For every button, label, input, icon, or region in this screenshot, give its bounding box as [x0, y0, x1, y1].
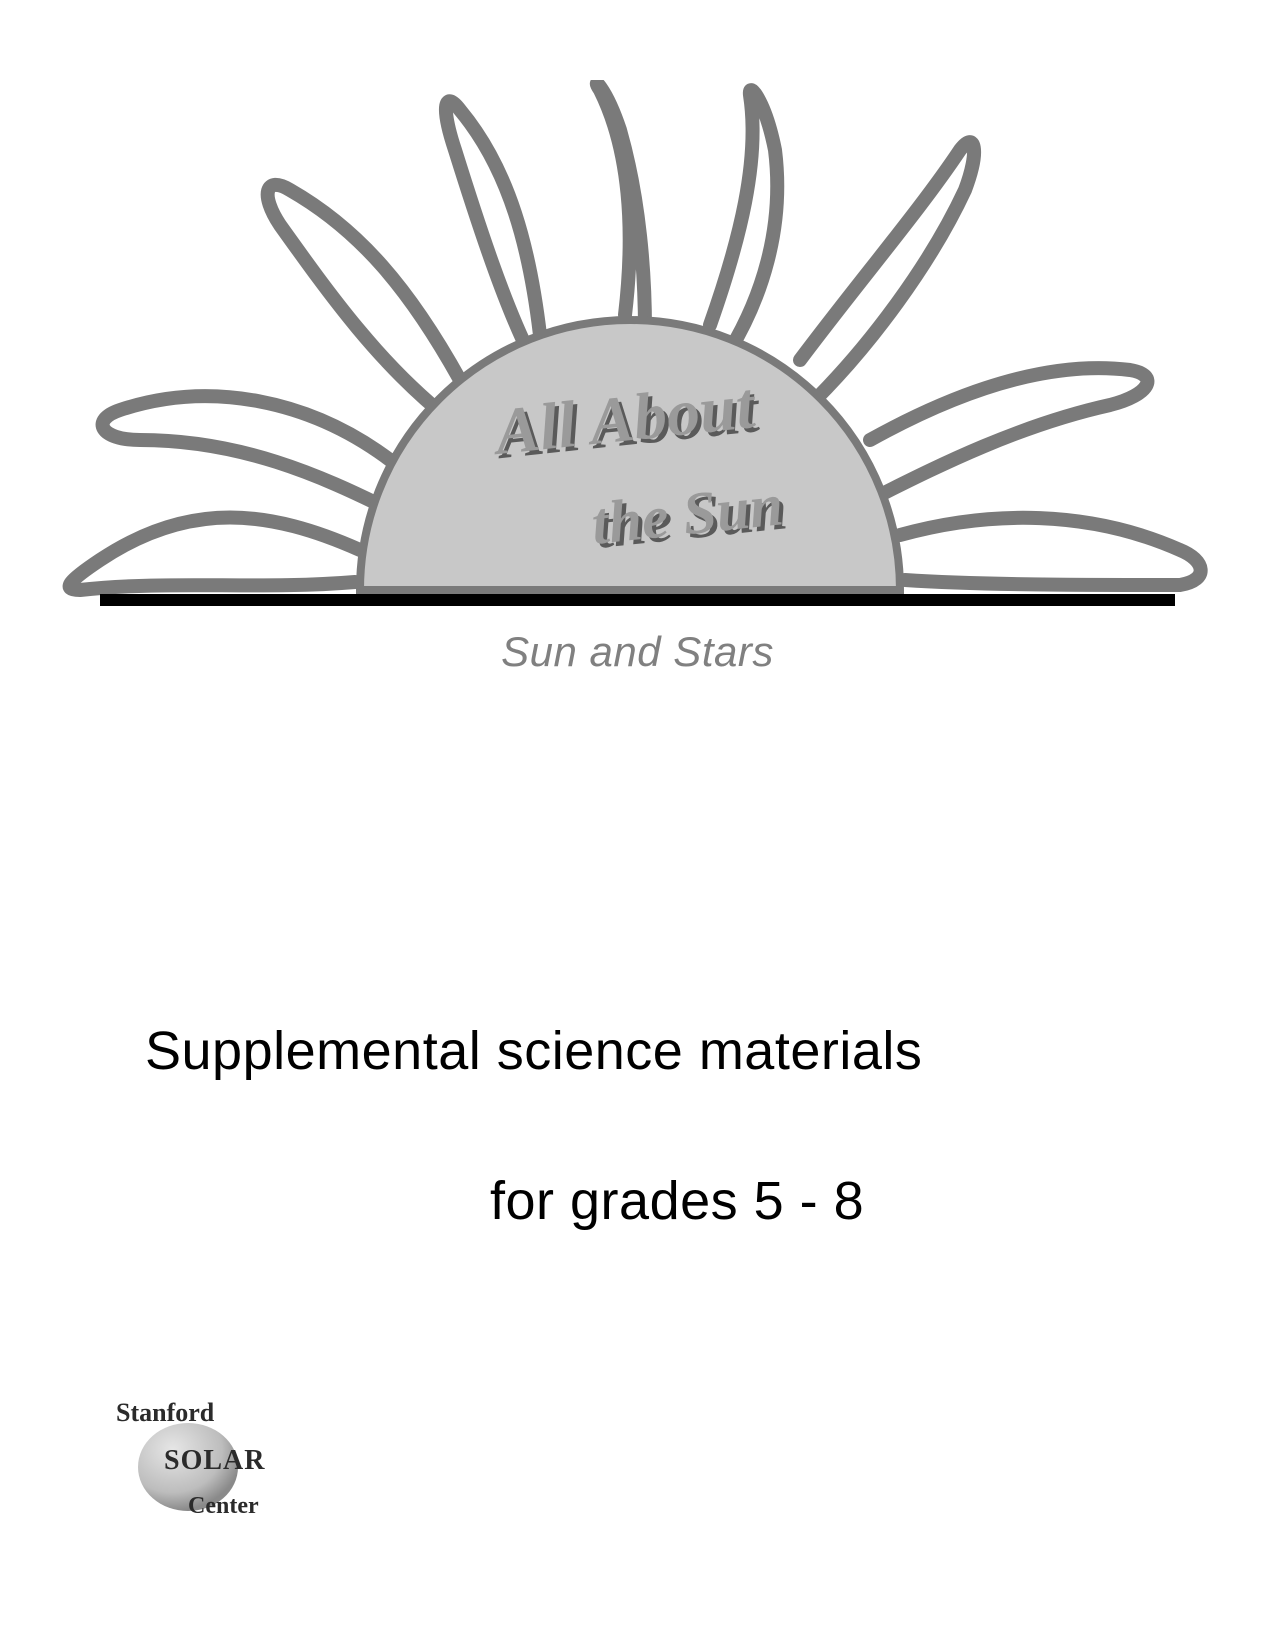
logo-line3: Center [188, 1493, 259, 1519]
sun-illustration: All About the Sun All About the Sun [60, 80, 1210, 600]
body-line-2: for grades 5 - 8 [490, 1170, 864, 1232]
logo-line1: Stanford [116, 1398, 215, 1427]
logo-line2: SOLAR [164, 1445, 265, 1476]
body-line-1: Supplemental science materials [145, 1020, 922, 1082]
cover-page: All About the Sun All About the Sun Sun … [0, 0, 1275, 1650]
horizon-rule [100, 594, 1175, 606]
stanford-solar-center-logo: Stanford SOLAR Center [110, 1395, 300, 1525]
subtitle: Sun and Stars [0, 628, 1275, 676]
logo-text: Stanford SOLAR Center [116, 1398, 265, 1519]
sun-svg: All About the Sun All About the Sun [60, 80, 1210, 600]
